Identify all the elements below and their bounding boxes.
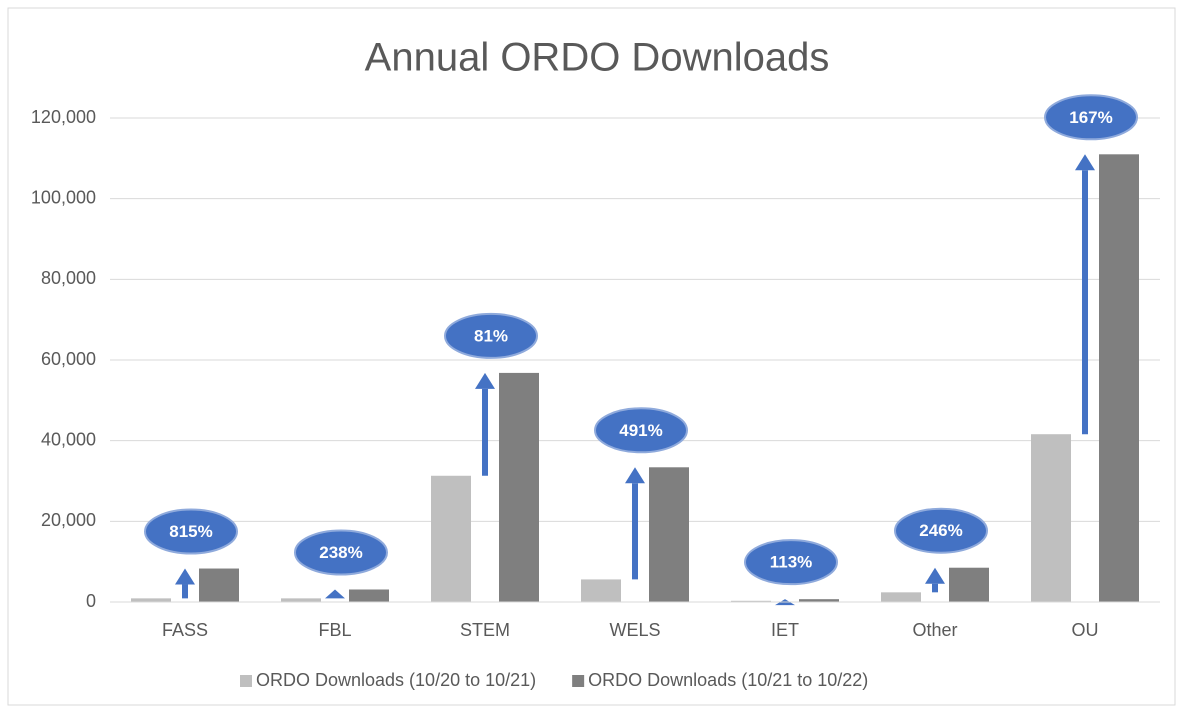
chart-title: Annual ORDO Downloads [365,36,830,80]
annotation-bubble [594,407,688,454]
x-tick-label: FASS [162,620,208,640]
bar [1099,154,1139,603]
bar [881,592,921,602]
x-tick-label: OU [1072,620,1099,640]
annotation-label: 81% [474,326,508,345]
bar [131,598,171,602]
y-tick-label: 120,000 [31,107,96,127]
annotation-bubble [744,539,838,586]
annotation-bubble [144,508,238,555]
bar [349,589,389,602]
y-tick-label: 0 [86,591,96,611]
legend-swatch [240,675,252,687]
growth-arrow-head [475,372,495,389]
bar [431,475,471,602]
annotation-label: 491% [619,421,662,440]
growth-arrow-head [325,589,345,599]
annotation-bubble [894,507,988,554]
growth-arrow-head [175,568,195,585]
annotation-bubble [294,529,388,576]
x-tick-label: Other [912,620,957,640]
y-tick-label: 80,000 [41,268,96,288]
x-tick-label: WELS [609,620,660,640]
annotation-label: 815% [169,522,212,541]
x-tick-label: STEM [460,620,510,640]
legend-swatch [572,675,585,687]
y-tick-label: 60,000 [41,349,96,369]
annotation-bubble [1044,94,1138,141]
growth-arrow-head [925,567,945,584]
bar [949,567,989,602]
legend-label: ORDO Downloads (10/21 to 10/22) [588,670,868,690]
annotation-label: 246% [919,521,962,540]
x-tick-label: IET [771,620,799,640]
bar [649,467,689,602]
bar [1031,434,1071,602]
annotation-label: 238% [319,543,362,562]
bar [199,568,239,602]
bar [499,372,539,602]
bar [799,599,839,602]
annotation-label: 167% [1069,108,1112,127]
y-tick-label: 20,000 [41,510,96,530]
bar [731,600,771,602]
annotation-bubble [444,312,538,359]
y-tick-label: 100,000 [31,187,96,207]
bar [281,598,321,602]
growth-arrow-head [1075,154,1095,171]
growth-arrow-head [625,467,645,484]
x-tick-label: FBL [318,620,351,640]
bar [581,579,621,602]
y-tick-label: 40,000 [41,429,96,449]
annotation-label: 113% [770,553,813,572]
legend-label: ORDO Downloads (10/20 to 10/21) [256,670,536,690]
